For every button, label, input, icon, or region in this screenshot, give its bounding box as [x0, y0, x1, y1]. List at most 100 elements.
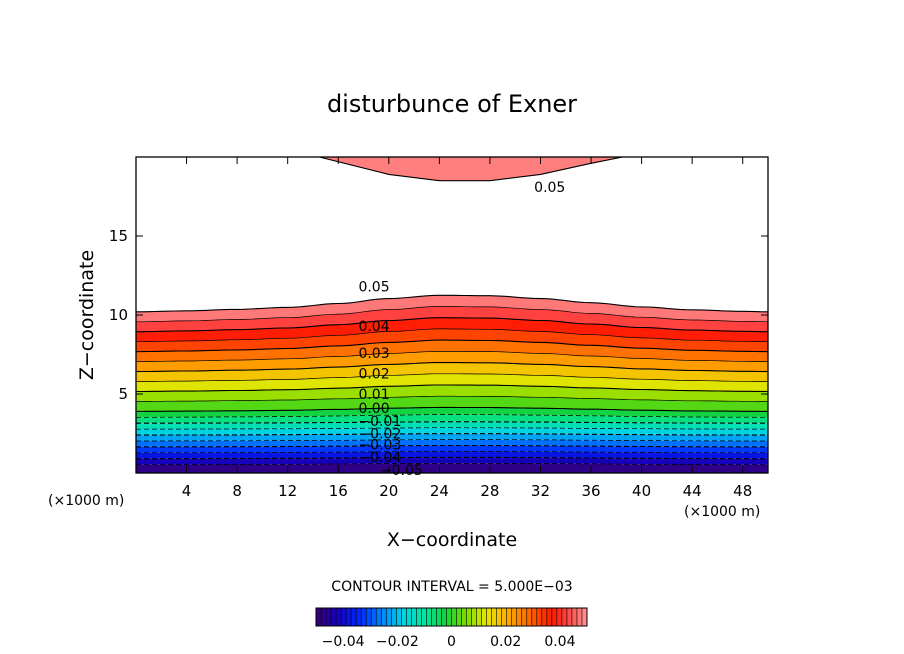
colorbar-cell — [346, 608, 352, 626]
colorbar-cell — [416, 608, 422, 626]
contour-line — [136, 306, 768, 323]
colorbar-cell — [551, 608, 558, 626]
colorbar-cell — [576, 608, 583, 626]
contour-lines — [136, 157, 768, 466]
colorbar-tick-label: 0.04 — [544, 634, 575, 650]
contour-label: 0.00 — [358, 401, 389, 417]
y-axis-ticks: 5 10 15 — [109, 227, 768, 403]
contour-line — [136, 339, 768, 353]
colorbar-cell — [356, 608, 362, 626]
colorbar-cell — [316, 608, 322, 626]
contour-band — [136, 457, 768, 465]
y-tick-label: 10 — [109, 306, 128, 324]
colorbar-cell — [331, 608, 337, 626]
contour-band — [136, 421, 768, 430]
colorbar-cell — [376, 608, 382, 626]
colorbar-tick-label: −0.02 — [376, 634, 419, 650]
colorbar-cell — [411, 608, 417, 626]
contour-line — [136, 384, 768, 393]
contour-line — [136, 373, 768, 382]
contour-label: 0.05 — [358, 280, 389, 296]
x-tick-label: 36 — [581, 482, 600, 500]
colorbar-cell — [401, 608, 407, 626]
colorbar-cell — [556, 608, 563, 626]
colorbar-tick-label: 0.02 — [490, 634, 521, 650]
x-tick-label: 28 — [480, 482, 499, 500]
x-tick-label: 44 — [683, 482, 702, 500]
colorbar-cell — [321, 608, 327, 626]
contour-label: 0.01 — [358, 387, 389, 403]
contour-label: 0.02 — [358, 366, 389, 382]
colorbar-frame — [315, 607, 588, 627]
contour-line — [136, 362, 768, 373]
colorbar-cell — [476, 608, 482, 626]
contour-label: 0.05 — [534, 180, 565, 196]
colorbar-cell — [466, 608, 472, 626]
colorbar-cell — [501, 608, 507, 626]
contour-line — [136, 414, 768, 418]
colorbar-cell — [461, 608, 467, 626]
colorbar-cell — [511, 608, 517, 626]
colorbar-cell — [531, 608, 538, 626]
contour-line — [136, 406, 768, 412]
colorbar-cell — [451, 608, 457, 626]
contour-label: −0.05 — [380, 463, 423, 479]
colorbar-cell — [471, 608, 477, 626]
contour-line — [136, 444, 768, 448]
colorbar-cell — [341, 608, 347, 626]
colorbar-cell — [426, 608, 432, 626]
colorbar-cell — [361, 608, 367, 626]
contour-line — [136, 317, 768, 333]
x-tick-label: 24 — [430, 482, 449, 500]
colorbar-cell — [441, 608, 447, 626]
x-tick-label: 20 — [379, 482, 398, 500]
chart-title: disturbunce of Exner — [327, 90, 577, 118]
colorbar-tick-labels: −0.04 −0.02 0 0.02 0.04 — [322, 634, 576, 650]
contour-band — [136, 445, 768, 453]
contour-label: 0.03 — [358, 346, 389, 362]
colorbar-cell — [396, 608, 402, 626]
contour-label: −0.02 — [358, 427, 401, 443]
colorbar-cell — [561, 608, 568, 626]
colorbar-cell — [536, 608, 543, 626]
colorbar-cell — [526, 608, 532, 626]
contour-band — [136, 433, 768, 441]
x-tick-label: 12 — [278, 482, 297, 500]
colorbar-cell — [381, 608, 387, 626]
contour-band — [136, 340, 768, 362]
contour-line — [136, 462, 768, 466]
contour-line — [136, 294, 768, 313]
colorbar-cell — [546, 608, 553, 626]
colorbar-cell — [456, 608, 462, 626]
colorbar-cell — [571, 608, 578, 626]
colorbar-cell — [516, 608, 522, 626]
colorbar-cell — [371, 608, 377, 626]
contour-band — [136, 427, 768, 436]
contour-line — [136, 421, 768, 424]
contour-labels: 0.050.050.040.030.020.010.00−0.01−0.02−0… — [358, 180, 565, 479]
colorbar-cell — [336, 608, 342, 626]
colorbar-cell — [581, 608, 588, 626]
contour-band — [136, 306, 768, 332]
contour-line — [136, 395, 768, 402]
contour-band — [136, 295, 768, 322]
contour-label: −0.01 — [358, 414, 401, 430]
contour-label: −0.03 — [358, 438, 401, 454]
colorbar-cell — [521, 608, 527, 626]
colorbar-cell — [541, 608, 548, 626]
colorbar-cell — [496, 608, 502, 626]
colorbar-cell — [506, 608, 512, 626]
x-tick-label: 4 — [182, 482, 192, 500]
colorbar — [315, 608, 588, 626]
contour-fill-area — [136, 157, 768, 473]
x-tick-label: 16 — [329, 482, 348, 500]
colorbar-cell — [326, 608, 332, 626]
colorbar-cell — [486, 608, 492, 626]
y-tick-label: 15 — [109, 227, 128, 245]
colorbar-cell — [386, 608, 392, 626]
contour-interval-text: CONTOUR INTERVAL = 5.000E−03 — [331, 579, 572, 595]
contour-line — [136, 350, 768, 362]
x-axis-unit-left: (×1000 m) — [48, 493, 124, 509]
contour-label: 0.04 — [358, 319, 389, 335]
contour-line — [136, 427, 768, 430]
